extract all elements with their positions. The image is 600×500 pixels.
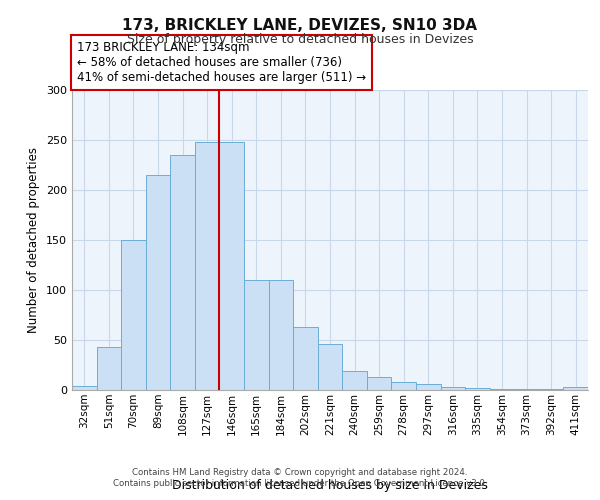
Text: Contains HM Land Registry data © Crown copyright and database right 2024.
Contai: Contains HM Land Registry data © Crown c… [113,468,487,487]
Bar [416,384,440,390]
Bar [121,240,146,390]
Bar [490,389,514,390]
Bar [220,142,244,390]
Bar [367,377,391,390]
Bar [146,175,170,390]
Bar [318,344,342,390]
Bar [195,142,220,390]
X-axis label: Distribution of detached houses by size in Devizes: Distribution of detached houses by size … [172,480,488,492]
Bar [440,387,465,390]
Bar [342,371,367,390]
Text: 173 BRICKLEY LANE: 134sqm
← 58% of detached houses are smaller (736)
41% of semi: 173 BRICKLEY LANE: 134sqm ← 58% of detac… [77,41,366,84]
Bar [539,389,563,390]
Bar [391,382,416,390]
Bar [72,386,97,390]
Y-axis label: Number of detached properties: Number of detached properties [28,147,40,333]
Bar [465,388,490,390]
Bar [514,389,539,390]
Bar [269,280,293,390]
Text: 173, BRICKLEY LANE, DEVIZES, SN10 3DA: 173, BRICKLEY LANE, DEVIZES, SN10 3DA [122,18,478,32]
Bar [563,387,588,390]
Bar [97,347,121,390]
Bar [293,327,318,390]
Bar [170,155,195,390]
Text: Size of property relative to detached houses in Devizes: Size of property relative to detached ho… [127,32,473,46]
Bar [244,280,269,390]
